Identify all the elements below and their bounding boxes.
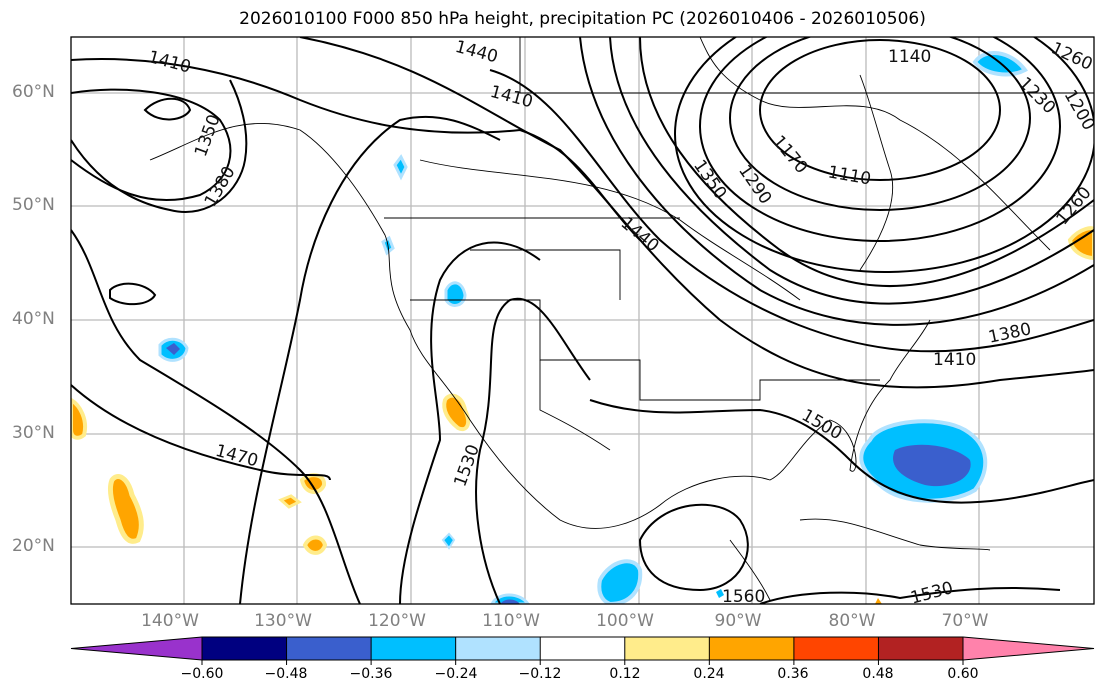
contour-label: 1410 (488, 82, 535, 113)
lon-label: 130°W (254, 611, 312, 631)
contour-label: 1410 (146, 47, 193, 78)
colorbar-tick: −0.48 (264, 666, 308, 682)
lon-label: 140°W (141, 611, 199, 631)
colorbar-tick: −0.60 (180, 666, 224, 682)
contour-label: 1410 (933, 350, 976, 370)
colorbar-segment (286, 637, 372, 660)
lat-label: 20°N (12, 536, 55, 556)
contour-label: 1290 (734, 161, 775, 208)
colorbar-segment (624, 637, 710, 660)
colorbar-segment (71, 637, 202, 660)
colorbar-outline (70, 636, 1095, 661)
height-contours (71, 37, 1094, 604)
contour-label: 1530 (450, 442, 484, 489)
contour-label: 1170 (768, 132, 811, 178)
colorbar-segment (709, 637, 795, 660)
colorbar-segment (455, 637, 541, 660)
colorbar-tick: 0.24 (693, 666, 725, 682)
contour-label: 1350 (191, 112, 225, 159)
precip-blob-baja (442, 393, 470, 431)
colorbar-tick: −0.36 (349, 666, 393, 682)
contour-label: 1140 (888, 47, 931, 67)
contour-label: 1560 (722, 587, 765, 607)
contour-label: 1440 (453, 37, 500, 68)
colorbar-tick: 0.48 (862, 666, 894, 682)
graticule (71, 37, 1094, 604)
lon-label: 120°W (368, 611, 426, 631)
map-frame (70, 36, 1095, 605)
precip-blob-nevada (444, 281, 467, 307)
lat-label: 50°N (12, 195, 55, 215)
map-title: 2026010100 F000 850 hPa height, precipit… (239, 9, 926, 29)
colorbar (71, 637, 1094, 665)
lon-label: 90°W (714, 611, 762, 631)
colorbar-tick: −0.24 (434, 666, 478, 682)
contour-label: 1380 (987, 319, 1033, 348)
lon-label: 110°W (482, 611, 540, 631)
colorbar-segment (878, 637, 964, 660)
colorbar-segment (202, 637, 288, 660)
contour-label: 1350 (689, 156, 730, 203)
lat-label: 40°N (12, 309, 55, 329)
colorbar-tick: 0.12 (609, 666, 641, 682)
lon-label: 70°W (941, 611, 989, 631)
lat-label: 60°N (12, 82, 55, 102)
precip-blob-gulf-core (893, 444, 971, 487)
contour-label: 1230 (1014, 73, 1059, 118)
lat-label: 30°N (12, 423, 55, 443)
contour-label: 1500 (798, 405, 845, 444)
precipitation-shading (71, 50, 1094, 604)
colorbar-segment (371, 637, 457, 660)
coastlines-borders (149, 37, 1094, 601)
contour-label: 1440 (617, 213, 663, 256)
contour-label: 1470 (213, 441, 260, 472)
colorbar-segment (963, 637, 1094, 660)
colorbar-tick: 0.60 (947, 666, 979, 682)
colorbar-tick: −0.12 (518, 666, 562, 682)
contour-labels: 1410 1440 1410 1350 1380 1140 1260 1230 … (146, 37, 1094, 607)
lon-label: 80°W (828, 611, 876, 631)
colorbar-segment (540, 637, 626, 660)
lon-label: 100°W (596, 611, 654, 631)
colorbar-segment (793, 637, 879, 660)
colorbar-tick: 0.36 (777, 666, 809, 682)
